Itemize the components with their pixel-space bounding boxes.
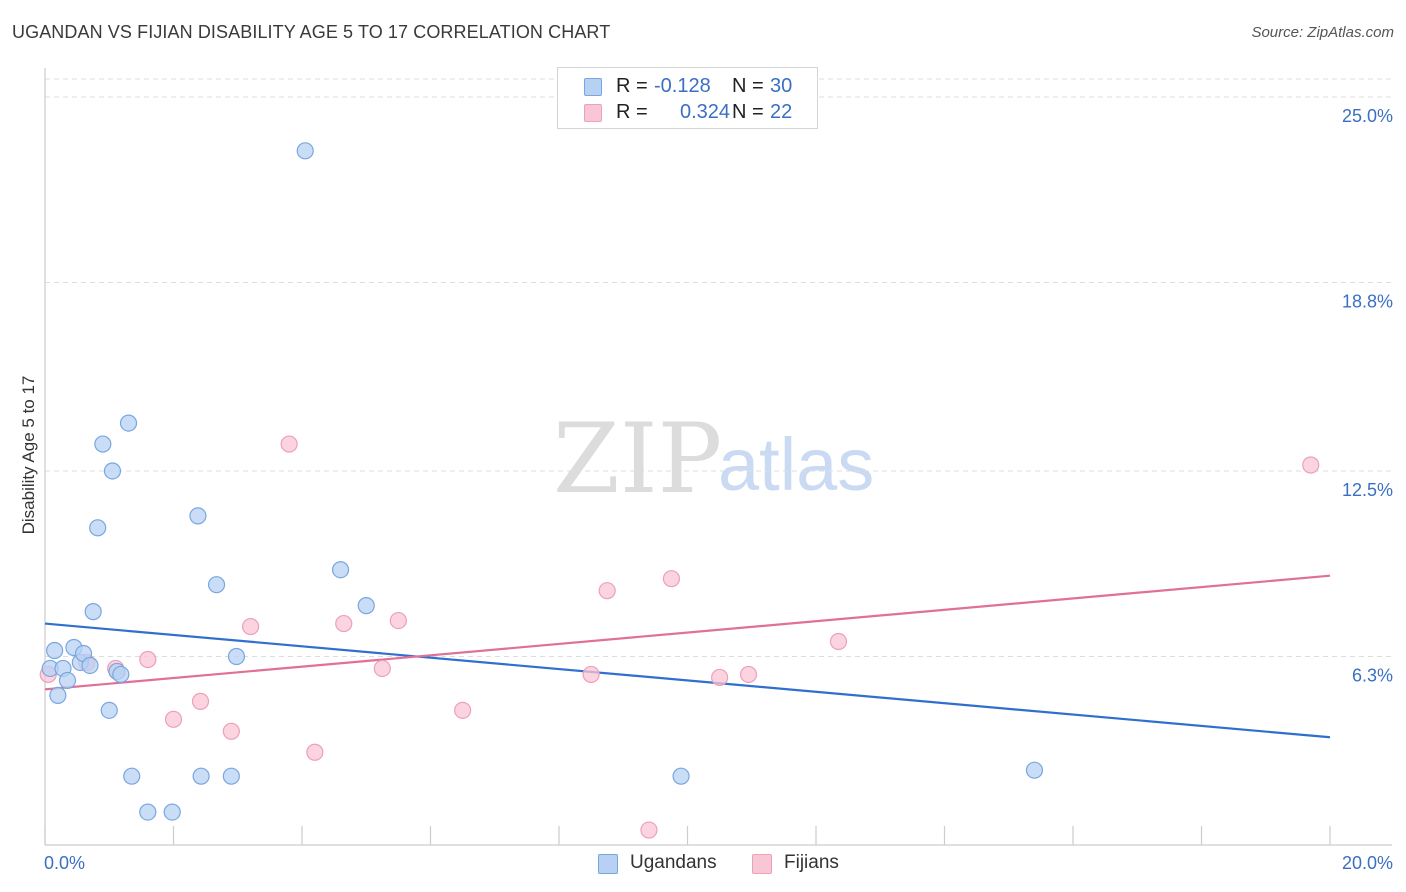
y-tick-label: 6.3% [1352, 665, 1393, 685]
watermark-atlas: atlas [718, 423, 874, 506]
fijian-point [373, 659, 391, 678]
fijian-trend-line [44, 574, 1331, 691]
fijian-point [191, 692, 210, 710]
ugandan-point [192, 767, 210, 785]
fijian-point [389, 611, 407, 630]
fijian-point [711, 668, 729, 687]
fijian-point [662, 570, 681, 588]
fijian-point [640, 821, 658, 839]
ugandan-point [46, 641, 64, 660]
fijian-point [242, 617, 260, 636]
ugandan-point [296, 142, 314, 160]
ugandan-point [357, 597, 375, 615]
ugandan-point [103, 462, 122, 480]
ugandan-point [672, 767, 690, 785]
ugandan-point [163, 803, 181, 821]
fijian-point [582, 665, 600, 684]
r-label: R = [616, 75, 648, 97]
ugandan-point [58, 671, 77, 690]
chart-title: UGANDAN VS FIJIAN DISABILITY AGE 5 TO 17… [12, 22, 611, 42]
fijian-point [139, 650, 157, 669]
r-value: -0.128 [654, 75, 711, 97]
ugandans-swatch [584, 78, 602, 96]
fijian-point [739, 665, 758, 684]
ugandans-legend-swatch [598, 854, 618, 874]
ugandan-point [81, 656, 99, 675]
ugandan-trend-line [44, 622, 1331, 739]
fijian-point [222, 722, 240, 740]
ugandan-point [100, 701, 118, 719]
axes [44, 68, 1392, 846]
fijian-point [306, 743, 324, 761]
watermark-zip: ZIP [553, 403, 722, 515]
ugandan-point [1025, 761, 1044, 779]
ugandan-point [222, 767, 240, 785]
fijian-point [598, 582, 616, 600]
ugandan-point [123, 767, 141, 785]
n-label: N = [732, 101, 764, 123]
ugandan-point [207, 576, 226, 594]
r-label: R = [616, 101, 648, 123]
ugandan-point [227, 647, 246, 666]
trend-lines [44, 574, 1331, 739]
r-value: 0.324 [680, 101, 731, 123]
tick-labels: 6.3% 12.5% 18.8% 25.0% 0.0% 20.0% [44, 106, 1393, 873]
ugandan-point [119, 414, 138, 432]
ugandan-point [112, 665, 130, 684]
fijian-point [164, 710, 183, 728]
fijian-point [335, 614, 353, 633]
x-tick-label: 0.0% [44, 853, 85, 873]
n-value: 30 [770, 75, 793, 97]
y-tick-label: 18.8% [1342, 291, 1393, 311]
grid-lines [45, 78, 1392, 657]
ugandan-point [189, 507, 207, 525]
n-value: 22 [770, 101, 793, 123]
y-axis-label: Disability Age 5 to 17 [19, 376, 38, 535]
fijians-swatch [584, 104, 602, 122]
ugandan-point [89, 519, 107, 537]
ugandan-point [49, 686, 67, 704]
ugandans-legend-label: Ugandans [630, 852, 717, 873]
fijians-legend-swatch [752, 854, 772, 874]
ugandan-point [139, 803, 157, 821]
ugandan-point [94, 435, 112, 453]
fijian-point [829, 632, 848, 651]
fijian-point [454, 701, 472, 719]
n-label: N = [732, 75, 764, 97]
fijians-legend-label: Fijians [784, 852, 839, 873]
data-points [39, 142, 1320, 839]
ugandan-point [84, 603, 102, 621]
correlation-legend: R = -0.128 N = 30 R = 0.324 N = 22 [557, 67, 818, 129]
x-tick-label: 20.0% [1342, 853, 1393, 873]
ugandan-point [331, 561, 350, 579]
fijian-point [280, 435, 298, 453]
fijian-point [1302, 456, 1320, 474]
y-tick-label: 25.0% [1342, 106, 1393, 126]
y-tick-label: 12.5% [1342, 480, 1393, 500]
source-label: Source: ZipAtlas.com [1251, 24, 1394, 41]
